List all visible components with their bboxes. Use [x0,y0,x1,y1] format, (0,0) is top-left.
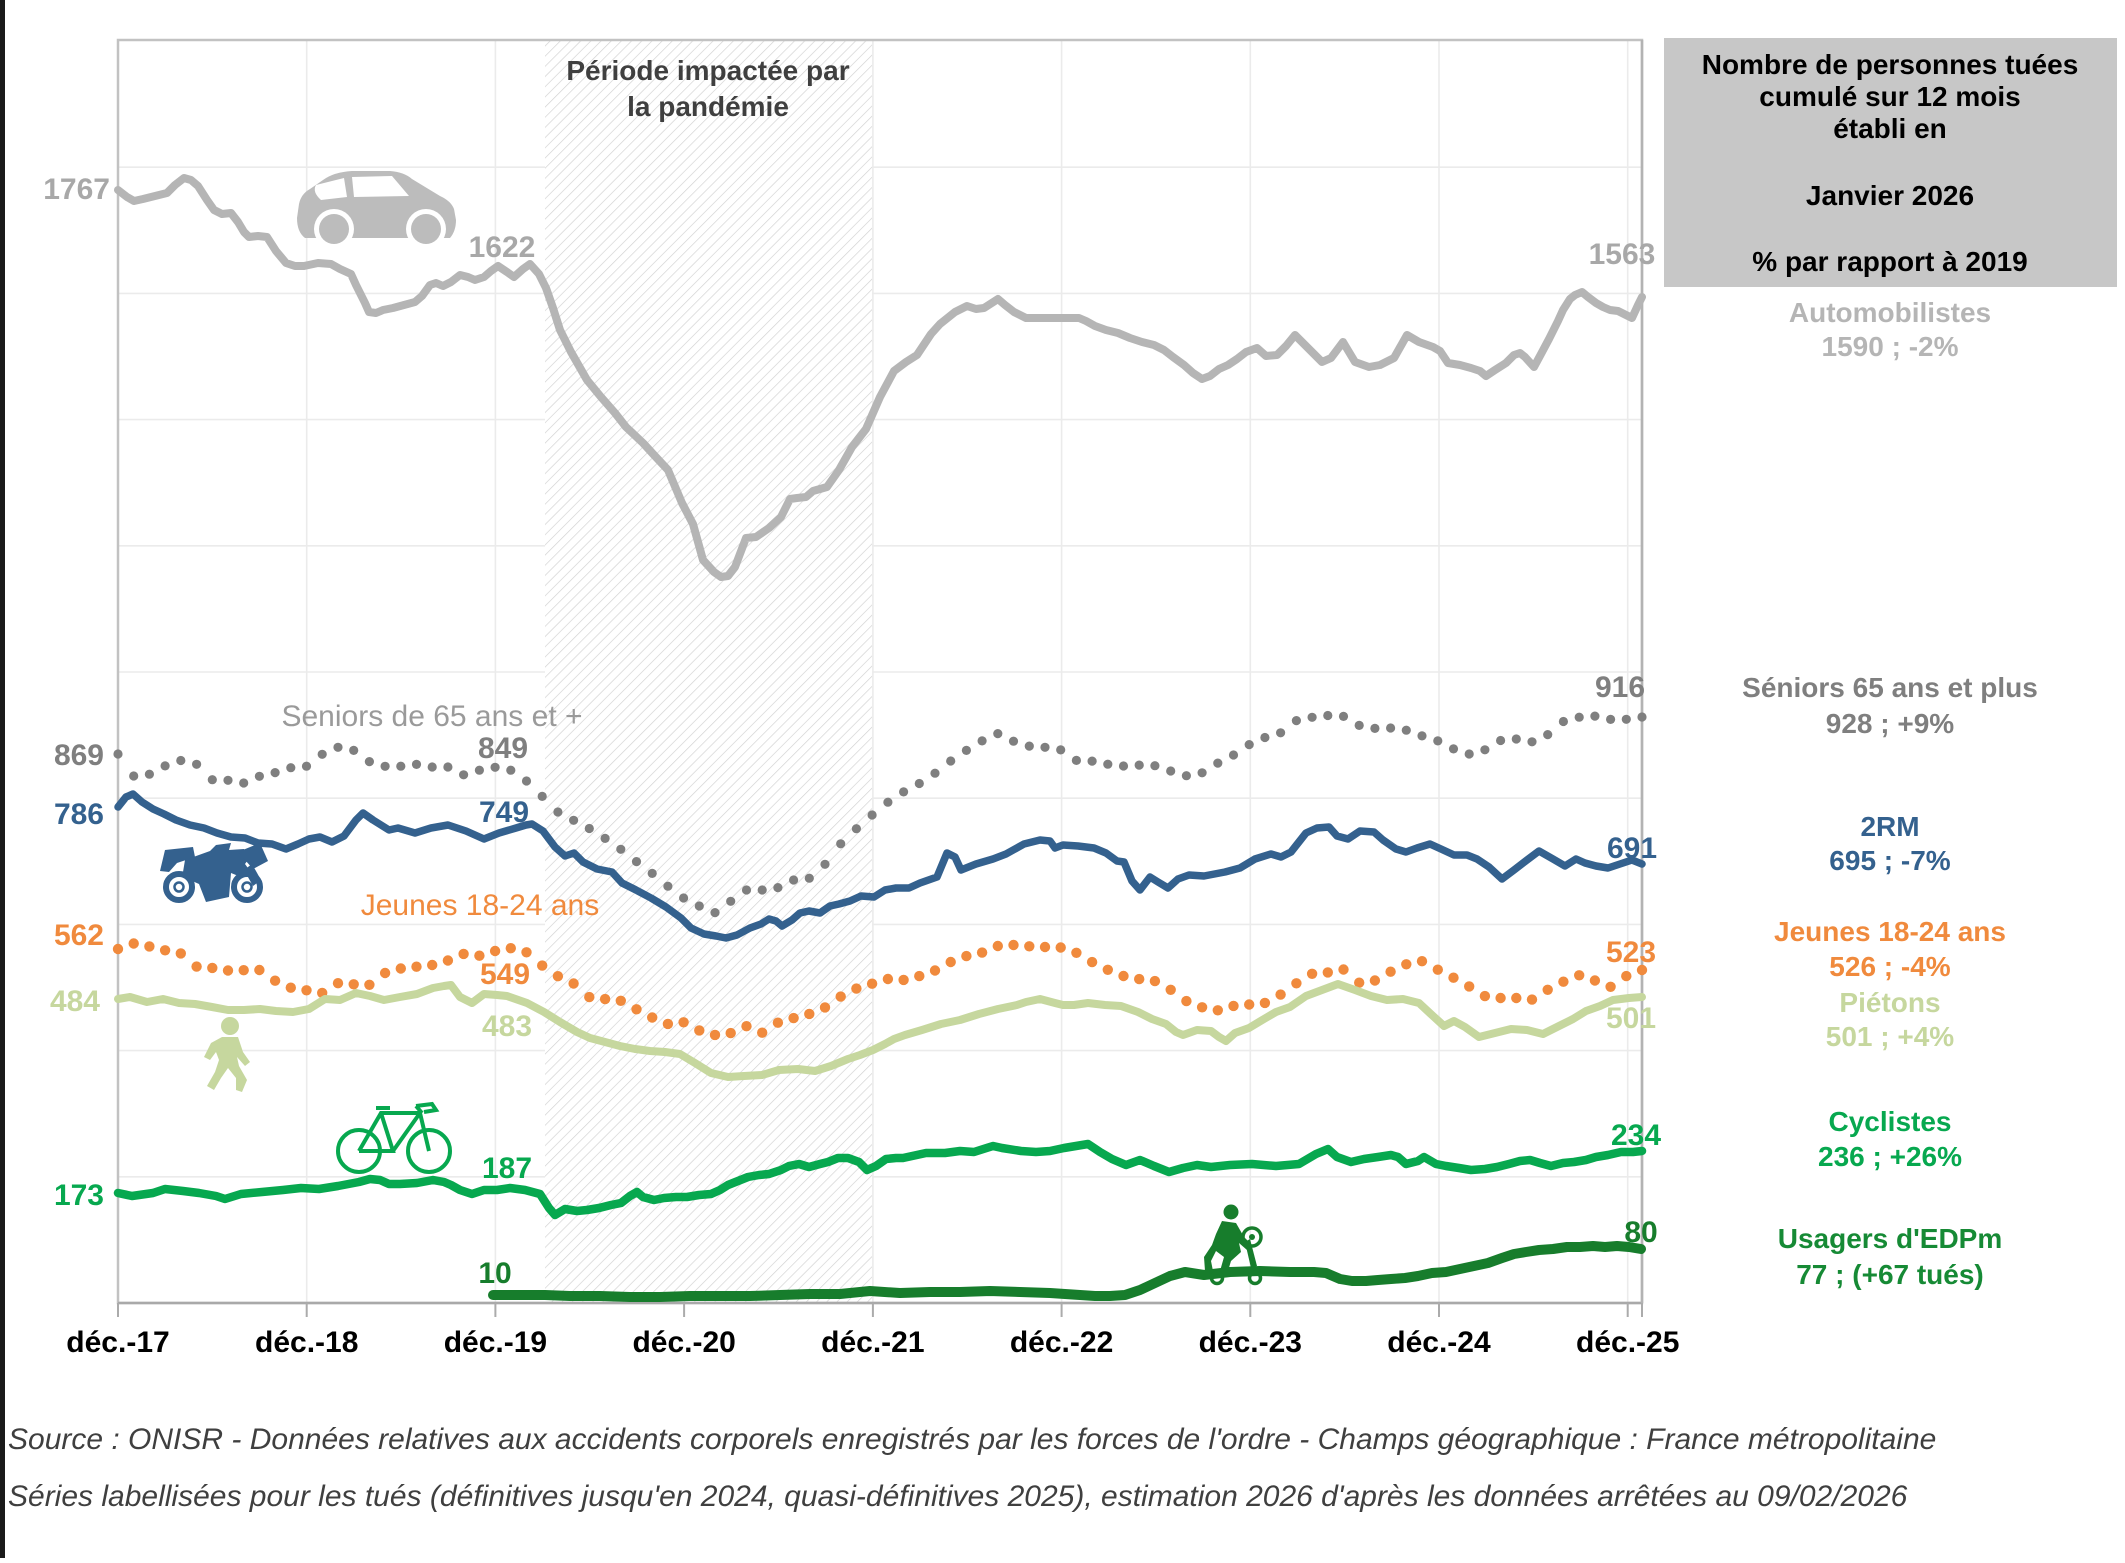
svg-text:916: 916 [1595,671,1645,704]
svg-text:523: 523 [1606,936,1656,969]
svg-text:Période impactée par: Période impactée par [566,55,849,86]
svg-text:la pandémie: la pandémie [627,91,789,122]
svg-text:déc.-19: déc.-19 [444,1326,547,1359]
svg-text:187: 187 [482,1152,532,1185]
svg-text:691: 691 [1607,832,1657,865]
svg-text:Jeunes 18-24 ans: Jeunes 18-24 ans [361,889,600,922]
svg-text:869: 869 [54,739,104,772]
svg-text:déc.-17: déc.-17 [66,1326,169,1359]
svg-text:928 ; +9%: 928 ; +9% [1826,708,1955,739]
svg-text:Séries labellisées pour les tu: Séries labellisées pour les tués (défini… [8,1480,1908,1513]
svg-text:déc.-21: déc.-21 [821,1326,924,1359]
svg-text:déc.-25: déc.-25 [1576,1326,1679,1359]
svg-text:173: 173 [54,1179,104,1212]
svg-text:1622: 1622 [469,231,536,264]
svg-text:80: 80 [1624,1216,1657,1249]
svg-text:749: 749 [479,796,529,829]
svg-text:déc.-18: déc.-18 [255,1326,358,1359]
svg-text:1590 ; -2%: 1590 ; -2% [1822,331,1959,362]
svg-text:501 ; +4%: 501 ; +4% [1826,1021,1955,1052]
svg-text:Séniors 65 ans et plus: Séniors 65 ans et plus [1742,672,2038,703]
svg-text:501: 501 [1606,1002,1656,1035]
svg-text:234: 234 [1611,1119,1661,1152]
svg-text:Jeunes 18-24 ans: Jeunes 18-24 ans [1774,916,2006,947]
svg-text:Source : ONISR - Données relat: Source : ONISR - Données relatives aux a… [8,1423,1936,1456]
svg-text:Automobilistes: Automobilistes [1789,297,1991,328]
svg-text:562: 562 [54,919,104,952]
svg-text:695 ; -7%: 695 ; -7% [1829,845,1950,876]
svg-text:déc.-22: déc.-22 [1010,1326,1113,1359]
svg-text:849: 849 [478,732,528,765]
svg-text:Nombre de personnes tuées: Nombre de personnes tuées [1702,49,2079,80]
svg-text:cumulé sur 12 mois: cumulé sur 12 mois [1759,81,2020,112]
svg-text:1767: 1767 [43,173,110,206]
svg-text:Usagers d'EDPm: Usagers d'EDPm [1778,1223,2003,1254]
svg-text:Janvier 2026: Janvier 2026 [1806,180,1974,211]
svg-text:77 ; (+67 tués): 77 ; (+67 tués) [1796,1259,1984,1290]
svg-text:10: 10 [478,1257,511,1290]
svg-text:% par rapport à 2019: % par rapport à 2019 [1752,246,2027,277]
svg-text:236 ; +26%: 236 ; +26% [1818,1141,1962,1172]
svg-text:Piétons: Piétons [1839,987,1940,1018]
svg-text:484: 484 [50,985,100,1018]
svg-text:déc.-20: déc.-20 [632,1326,735,1359]
svg-text:483: 483 [482,1010,532,1043]
svg-text:Cyclistes: Cyclistes [1829,1106,1952,1137]
svg-text:2RM: 2RM [1860,811,1919,842]
svg-text:déc.-23: déc.-23 [1199,1326,1302,1359]
svg-text:établi en: établi en [1833,113,1947,144]
svg-text:1563: 1563 [1589,238,1656,271]
svg-text:549: 549 [480,958,530,991]
svg-text:786: 786 [54,798,104,831]
svg-text:déc.-24: déc.-24 [1387,1326,1491,1359]
svg-text:Seniors de 65 ans et +: Seniors de 65 ans et + [281,700,582,733]
svg-text:526 ; -4%: 526 ; -4% [1829,951,1950,982]
